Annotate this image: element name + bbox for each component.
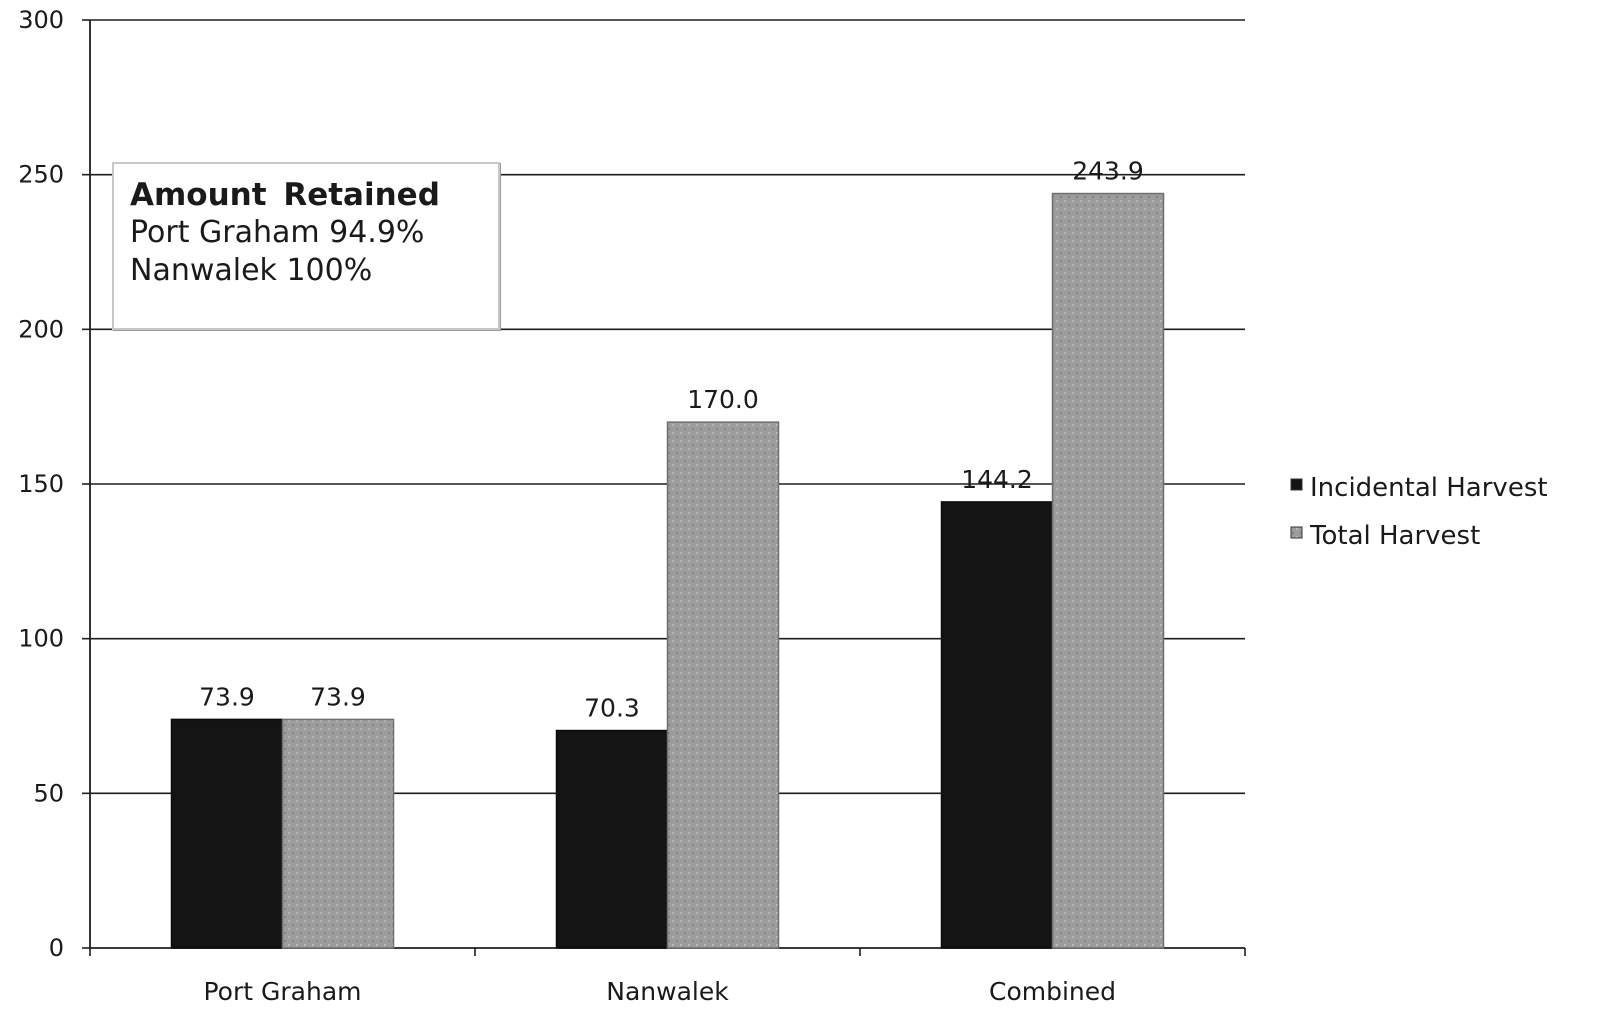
x-category-label: Combined [989,977,1116,1006]
bars [170,192,1165,949]
y-tick-label: 50 [33,779,64,807]
annotation-line-nanwalek: Nanwalek 100% [130,253,373,288]
bar-total-harvest-port-graham [281,718,395,949]
y-tick-label: 250 [18,161,64,189]
x-category-label: Port Graham [204,977,362,1006]
legend: Incidental Harvest Total Harvest [1290,473,1548,551]
bar-incidental-harvest-nanwalek [555,729,669,949]
y-tick-label: 300 [18,6,64,34]
bar-incidental-harvest-port-graham [170,718,284,949]
annotation-line-port-graham: Port Graham 94.9% [130,215,425,250]
y-tick-label: 150 [18,470,64,498]
data-label: 70.3 [584,694,640,723]
y-tick-label: 100 [18,625,64,653]
data-label: 243.9 [1072,157,1144,186]
axes: 0 50 100 150 200 250 300 Port Graham Nanwalek Com… [18,6,1246,1006]
bar-total-harvest-combined [1051,192,1165,949]
legend-label: Total Harvest [1309,521,1480,551]
annotation-title: Amount Retained [130,177,440,213]
legend-swatch-incidental-harvest [1290,478,1303,491]
y-tick-label: 200 [18,315,64,343]
amount-retained-box: Amount Retained Port Graham 94.9% Nanwal… [112,162,500,330]
data-label: 144.2 [961,465,1033,494]
legend-swatch-total-harvest [1290,526,1303,539]
bar-incidental-harvest-combined [940,501,1054,949]
bar-total-harvest-nanwalek [666,421,780,949]
legend-label: Incidental Harvest [1310,473,1548,503]
y-tick-label: 0 [49,934,64,962]
data-label: 170.0 [687,385,759,414]
data-label: 73.9 [310,682,366,711]
data-labels: 73.9 73.9 70.3 170.0 144.2 243.9 [199,157,1144,723]
data-label: 73.9 [199,682,255,711]
x-category-label: Nanwalek [606,977,729,1006]
